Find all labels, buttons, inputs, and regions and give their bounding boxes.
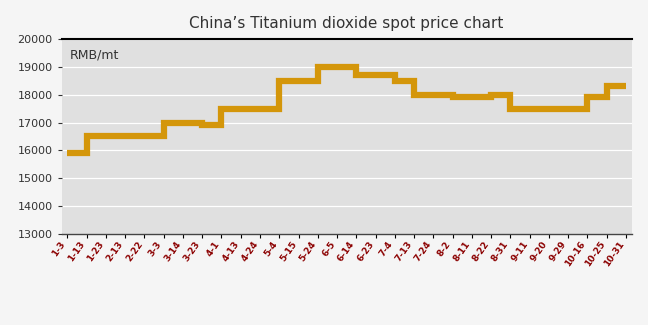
Text: RMB/mt: RMB/mt — [70, 49, 119, 62]
Title: China’s Titanium dioxide spot price chart: China’s Titanium dioxide spot price char… — [189, 16, 504, 31]
